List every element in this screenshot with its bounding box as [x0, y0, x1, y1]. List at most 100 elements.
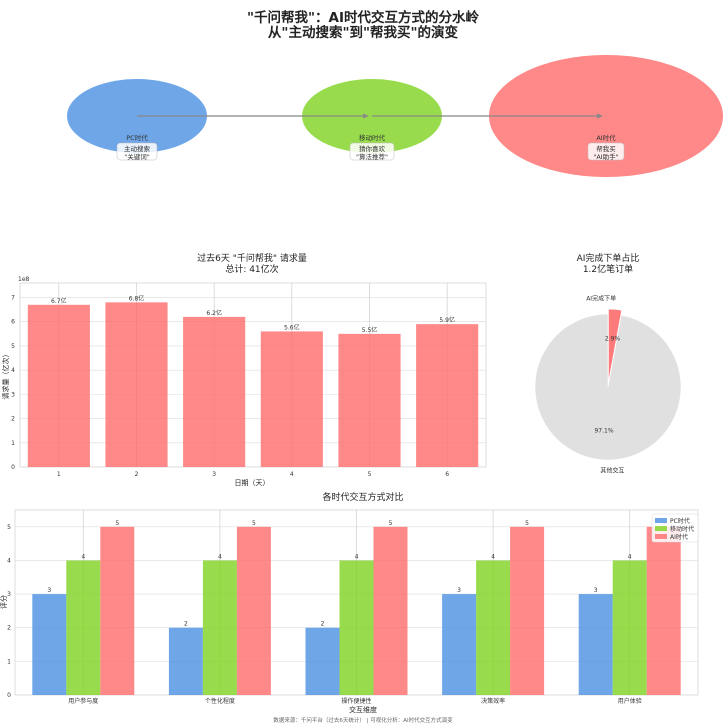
comparison-bar-PC时代-1	[168, 627, 203, 695]
requests-x-tick-3: 3	[212, 471, 216, 478]
comparison-y-tick-1: 1	[7, 658, 11, 665]
comparison-y-ticks: 0 1 2 3 4 5	[7, 524, 11, 699]
comparison-y-tick-4: 4	[7, 557, 11, 564]
comparison-bar-移动时代-3	[476, 560, 511, 695]
requests-chart-subtitle: 总计: 41亿次	[225, 263, 278, 275]
comparison-x-tick-3: 决策效率	[481, 697, 505, 705]
requests-x-tick-5: 5	[368, 471, 372, 478]
requests-x-tick-2: 2	[135, 471, 139, 478]
pie-slice-1	[608, 308, 623, 383]
comparison-bar-AI时代-2	[373, 526, 408, 695]
comparison-bars	[32, 526, 681, 695]
era-comparison-chart: 各时代交互方式对比 3 2 2 3 3 4 4 4 4 4 5 5 5 5 5 0 1 2 3 4 5 用户参与度 个性…	[0, 491, 699, 714]
comparison-x-axis-label: 交互维度	[349, 705, 377, 714]
evolution-arrowhead-1	[363, 113, 369, 119]
pie-label-2: 其他交互	[600, 467, 624, 475]
comparison-bar-PC时代-4	[578, 594, 613, 695]
pc-era-label: PC时代	[126, 133, 148, 142]
comparison-bar-AI时代-0	[100, 526, 135, 695]
comparison-bar-label-PC时代-1: 2	[184, 621, 188, 628]
pc-era-desc-2: "关键词"	[124, 152, 149, 161]
comparison-bar-label-移动时代-4: 4	[628, 553, 632, 560]
requests-y-tick-1: 1	[11, 440, 15, 447]
pie-slice-2	[534, 313, 682, 461]
mobile-era-desc-2: "算法推荐"	[356, 152, 388, 161]
mobile-era-label: 移动时代	[359, 133, 386, 142]
ai-era-label: AI时代	[596, 133, 616, 142]
requests-y-tick-4: 4	[11, 367, 15, 374]
comparison-x-ticks: 用户参与度 个性化程度 操作便捷性 决策效率 用户体验	[68, 697, 641, 705]
main-title: "千问帮我"：AI时代交互方式的分水岭	[247, 9, 480, 26]
requests-bar-2	[105, 302, 168, 467]
footer-source: 数据来源：千问平台（过去6天统计） | 可视化分析：AI时代交互方式演变	[273, 716, 453, 724]
comparison-x-tick-4: 用户体验	[618, 697, 642, 705]
comparison-bar-label-AI时代-1: 5	[252, 520, 256, 527]
legend-label-2: AI时代	[670, 533, 688, 541]
pie-slices	[534, 308, 682, 461]
requests-bar-6	[416, 324, 479, 467]
requests-y-tick-0: 0	[11, 464, 15, 471]
evolution-diagram: PC时代 主动搜索 "关键词" 移动时代 猜你喜欢 "算法推荐" AI时代 帮我…	[67, 55, 723, 177]
legend-label-0: PC时代	[670, 517, 690, 525]
requests-x-tick-6: 6	[445, 471, 449, 478]
requests-data-labels: 6.7亿 6.8亿 6.2亿 5.6亿 5.5亿 5.9亿	[51, 294, 455, 333]
comparison-bar-移动时代-2	[339, 560, 374, 695]
ai-era-desc-box	[587, 142, 625, 161]
main-subtitle: 从"主动搜索"到"帮我买"的演变	[268, 24, 459, 41]
legend-swatch-2	[655, 534, 667, 539]
comparison-bar-PC时代-0	[32, 594, 67, 695]
comparison-bar-label-PC时代-4: 3	[594, 587, 598, 594]
pc-era-desc-box	[116, 142, 158, 161]
comparison-x-tick-2: 操作便捷性	[341, 697, 371, 705]
legend-swatch-0	[655, 518, 667, 523]
requests-y-tick-6: 6	[11, 319, 15, 326]
requests-y-tick-2: 2	[11, 416, 15, 423]
pc-era-desc-1: 主动搜索	[124, 144, 151, 153]
pie-pct-label-2: 97.1%	[594, 428, 613, 435]
legend-label-1: 移动时代	[670, 525, 694, 533]
comparison-bar-PC时代-3	[442, 594, 477, 695]
comparison-bar-label-AI时代-2: 5	[389, 520, 393, 527]
mobile-era-desc-box	[349, 142, 395, 161]
pie-chart-subtitle: 1.2亿笔订单	[583, 263, 633, 275]
requests-bar-5	[338, 333, 401, 467]
comparison-y-tick-2: 2	[7, 625, 11, 632]
requests-y-axis-label: 请求量（亿次）	[1, 351, 10, 400]
order-share-pie-chart: AI完成下单占比 1.2亿笔订单 2.9% AI完成下单 97.1% 其他交互	[534, 252, 682, 475]
ai-era-desc-1: 帮我买	[596, 144, 616, 153]
ai-era-ellipse	[489, 55, 723, 177]
mobile-era-desc-1: 猜你喜欢	[359, 144, 386, 153]
comparison-bar-AI时代-4	[646, 526, 681, 695]
comparison-bar-label-PC时代-0: 3	[47, 587, 51, 594]
comparison-x-tick-0: 用户参与度	[68, 697, 98, 705]
pie-label-1: AI完成下单	[586, 294, 616, 302]
pie-pct-label-1: 2.9%	[605, 335, 621, 342]
requests-chart: 过去6天 "千问帮我" 请求量 总计: 41亿次 1e8 6.7亿 6.8亿 6.2…	[1, 252, 487, 487]
requests-bar-4	[260, 331, 323, 467]
comparison-bar-PC时代-2	[305, 627, 340, 695]
legend-swatch-1	[655, 526, 667, 531]
comparison-bar-移动时代-0	[66, 560, 101, 695]
requests-bar-label-3: 6.2亿	[206, 309, 222, 317]
requests-x-tick-4: 4	[290, 471, 294, 478]
comparison-bar-AI时代-3	[510, 526, 545, 695]
comparison-bar-label-移动时代-1: 4	[218, 553, 222, 560]
comparison-bar-label-AI时代-3: 5	[525, 520, 529, 527]
requests-x-ticks: 1 2 3 4 5 6	[57, 471, 449, 478]
comparison-y-tick-3: 3	[7, 591, 11, 598]
requests-bar-label-4: 5.6亿	[284, 323, 300, 331]
pie-labels: 2.9% AI完成下单 97.1% 其他交互	[586, 294, 624, 474]
comparison-bar-label-移动时代-2: 4	[355, 553, 359, 560]
requests-x-axis-label: 日期（天）	[235, 479, 270, 487]
comparison-bar-label-移动时代-0: 4	[81, 553, 85, 560]
pie-chart-title: AI完成下单占比	[577, 252, 640, 264]
comparison-bar-label-PC时代-3: 3	[457, 587, 461, 594]
evolution-arrowhead-2	[597, 113, 603, 119]
comparison-bar-移动时代-4	[612, 560, 647, 695]
comparison-bar-label-移动时代-3: 4	[491, 553, 495, 560]
requests-chart-title: 过去6天 "千问帮我" 请求量	[197, 252, 307, 264]
requests-offset-label: 1e8	[18, 276, 30, 283]
requests-bar-label-2: 6.8亿	[129, 294, 145, 302]
